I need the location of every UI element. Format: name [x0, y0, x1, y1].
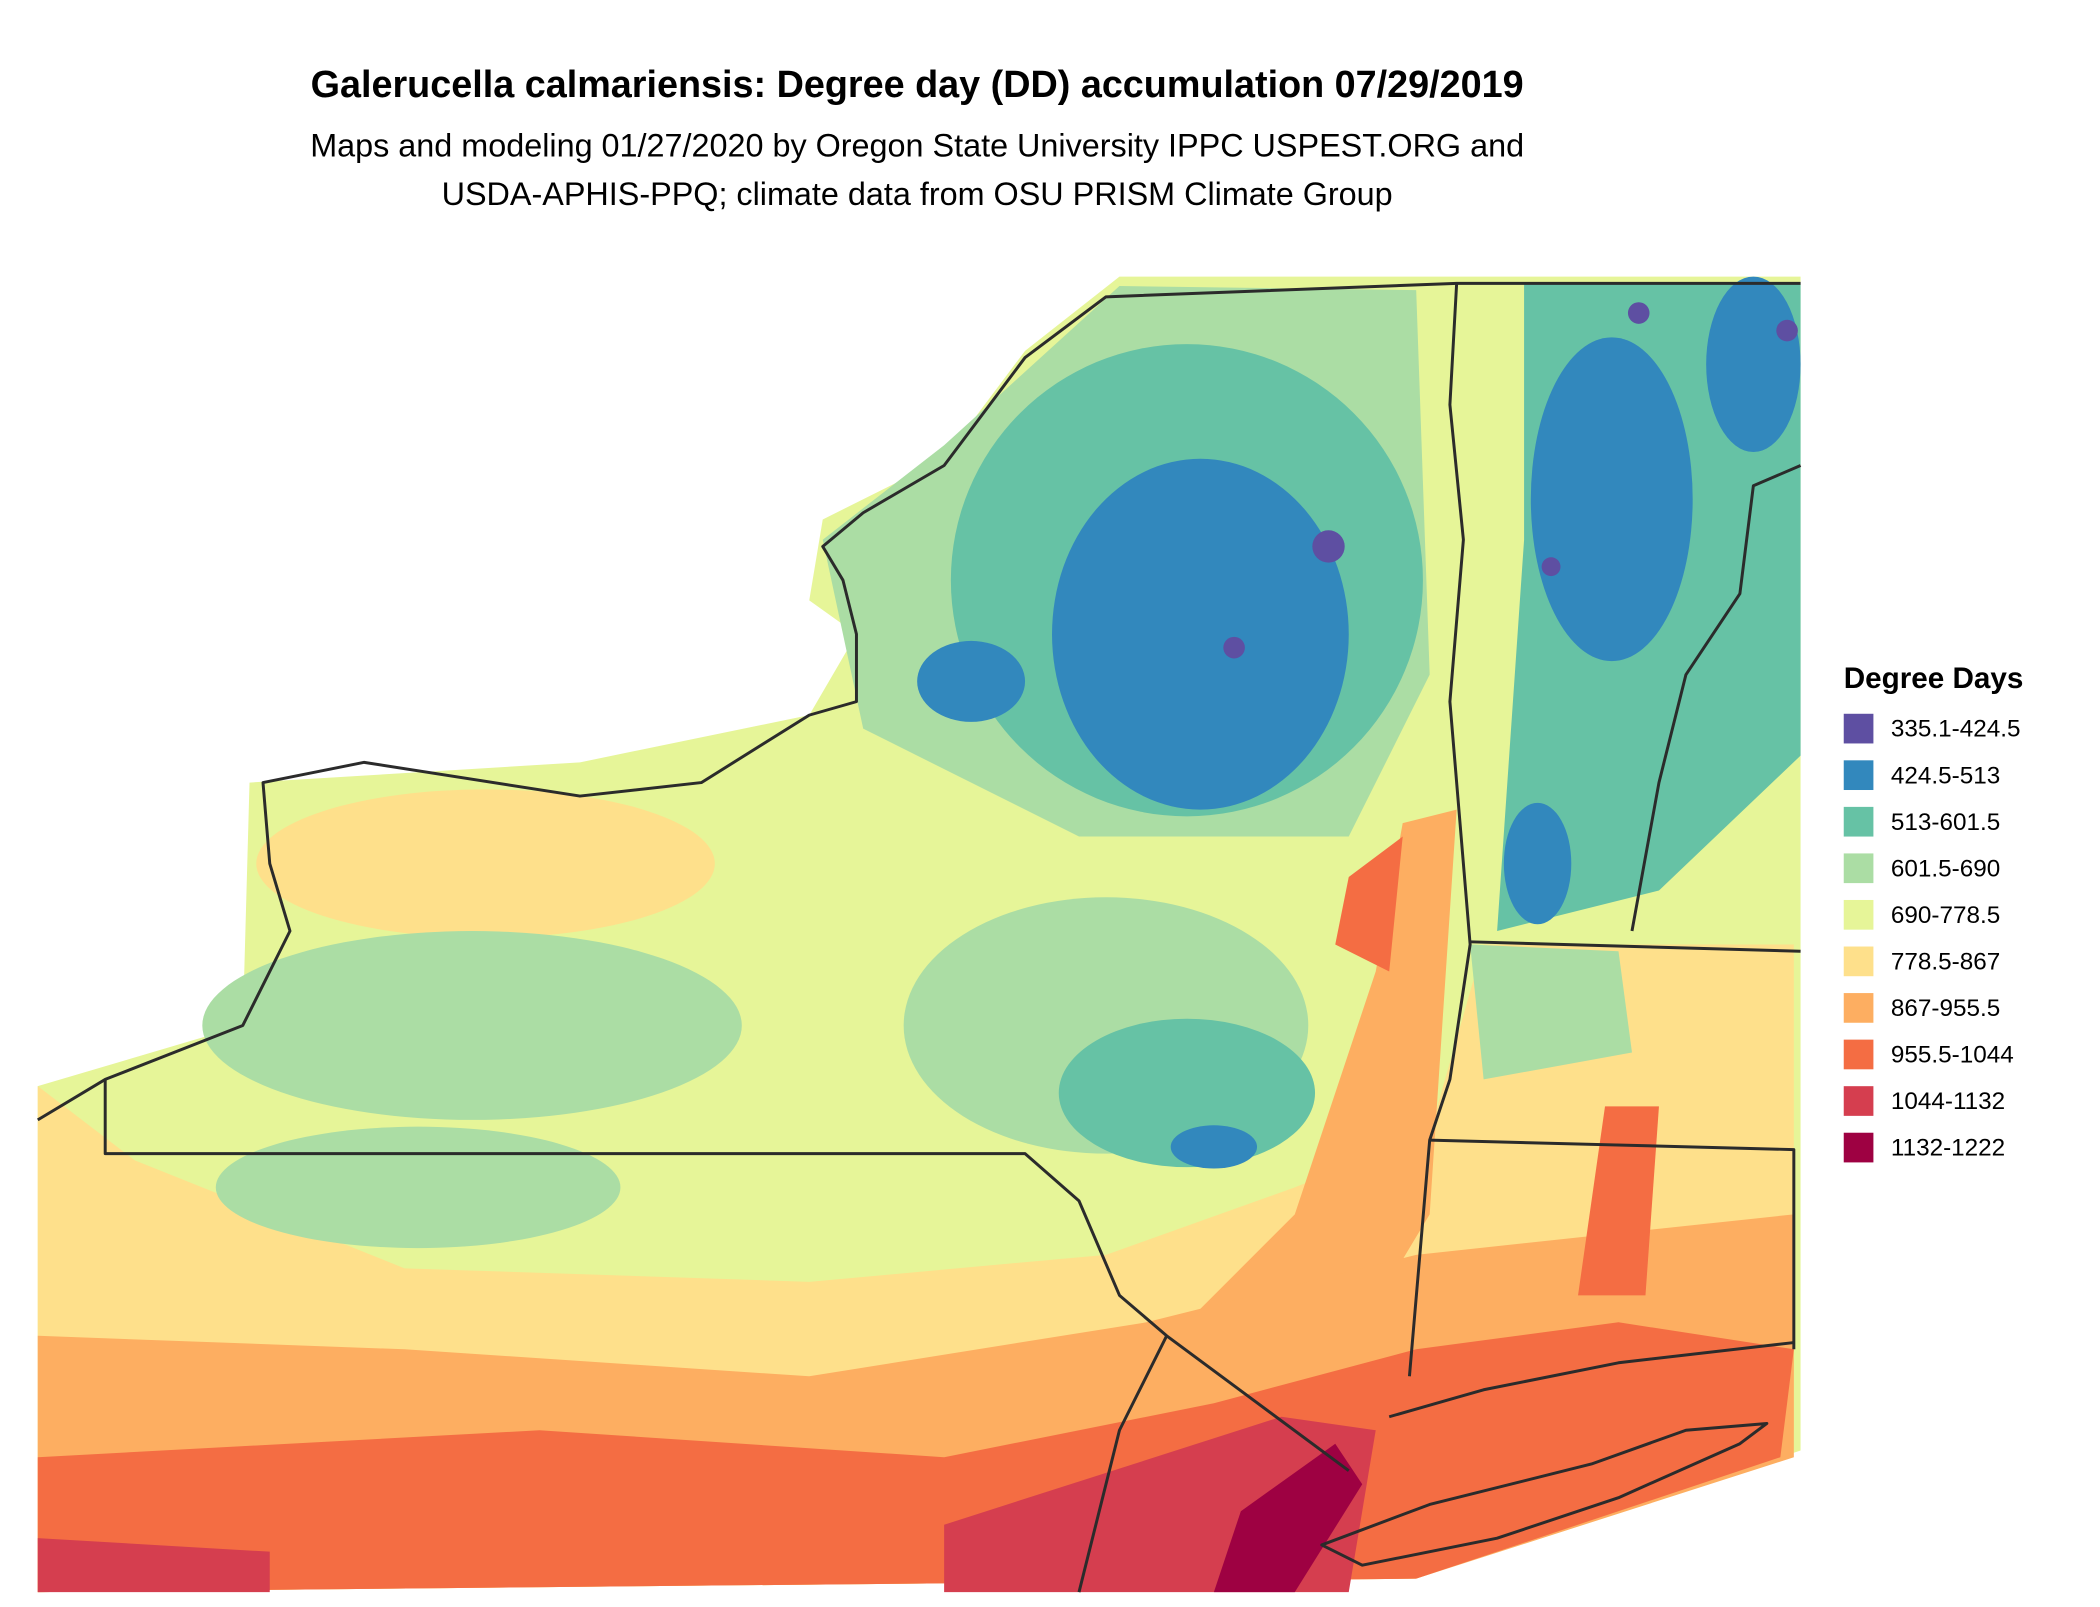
subtitle-line: USDA-APHIS-PPQ; climate data from OSU PR…	[442, 176, 1393, 212]
region	[1058, 1018, 1316, 1168]
border	[1320, 1422, 1769, 1567]
region	[1541, 557, 1561, 577]
legend-swatch	[1843, 853, 1874, 884]
region	[1627, 302, 1650, 324]
region	[37, 1538, 270, 1593]
state-borders	[37, 281, 1802, 1593]
legend-swatch	[1843, 1039, 1874, 1070]
region	[256, 789, 715, 938]
legend-swatch	[1843, 760, 1874, 791]
region	[1335, 836, 1403, 972]
border	[1407, 283, 1472, 1377]
title: Galerucella calmariensis: Degree day (DD…	[311, 64, 1524, 106]
legend-swatch	[1843, 899, 1874, 930]
degree-day-raster	[37, 276, 1801, 1593]
region	[1052, 458, 1349, 810]
legend-swatch	[1843, 993, 1874, 1023]
region	[1530, 337, 1693, 662]
region	[917, 640, 1026, 722]
legend-label: 513-601.5	[1891, 809, 2000, 836]
legend-swatch	[1843, 713, 1874, 744]
border	[1429, 1138, 1796, 1350]
region	[215, 1126, 621, 1249]
region	[1213, 1443, 1363, 1593]
region	[1776, 319, 1798, 342]
legend-label: 955.5-1044	[1891, 1042, 2014, 1069]
region	[1503, 802, 1572, 925]
border	[37, 281, 1801, 1122]
region	[1223, 636, 1245, 659]
border	[1470, 940, 1801, 953]
border	[1077, 1335, 1168, 1593]
legend-swatch	[1843, 806, 1874, 837]
legend-label: 335.1-424.5	[1891, 716, 2021, 743]
legend-label: 424.5-513	[1891, 762, 2000, 789]
region	[1470, 944, 1632, 1080]
region	[1706, 276, 1801, 453]
region	[1312, 530, 1345, 563]
legend-swatch	[1843, 1132, 1874, 1163]
legend-label: 690-778.5	[1891, 902, 2000, 929]
region	[202, 931, 742, 1120]
legend-swatch	[1843, 946, 1874, 977]
region	[1578, 1106, 1659, 1296]
legend-title: Degree Days	[1844, 662, 2024, 695]
subtitle-line: Maps and modeling 01/27/2020 by Oregon S…	[310, 128, 1524, 164]
legend-swatch	[1843, 1086, 1874, 1116]
border	[1388, 1341, 1795, 1419]
legend-label: 867-955.5	[1891, 995, 2000, 1022]
legend-label: 601.5-690	[1891, 855, 2000, 882]
border	[1630, 464, 1802, 932]
legend-label: 1044-1132	[1891, 1088, 2005, 1115]
legend-label: 778.5-867	[1891, 948, 2000, 975]
region	[1170, 1125, 1258, 1169]
legend: Degree Days 335.1-424.5 424.5-513 513-601.…	[1843, 662, 2024, 1163]
legend-label: 1132-1222	[1891, 1135, 2005, 1162]
